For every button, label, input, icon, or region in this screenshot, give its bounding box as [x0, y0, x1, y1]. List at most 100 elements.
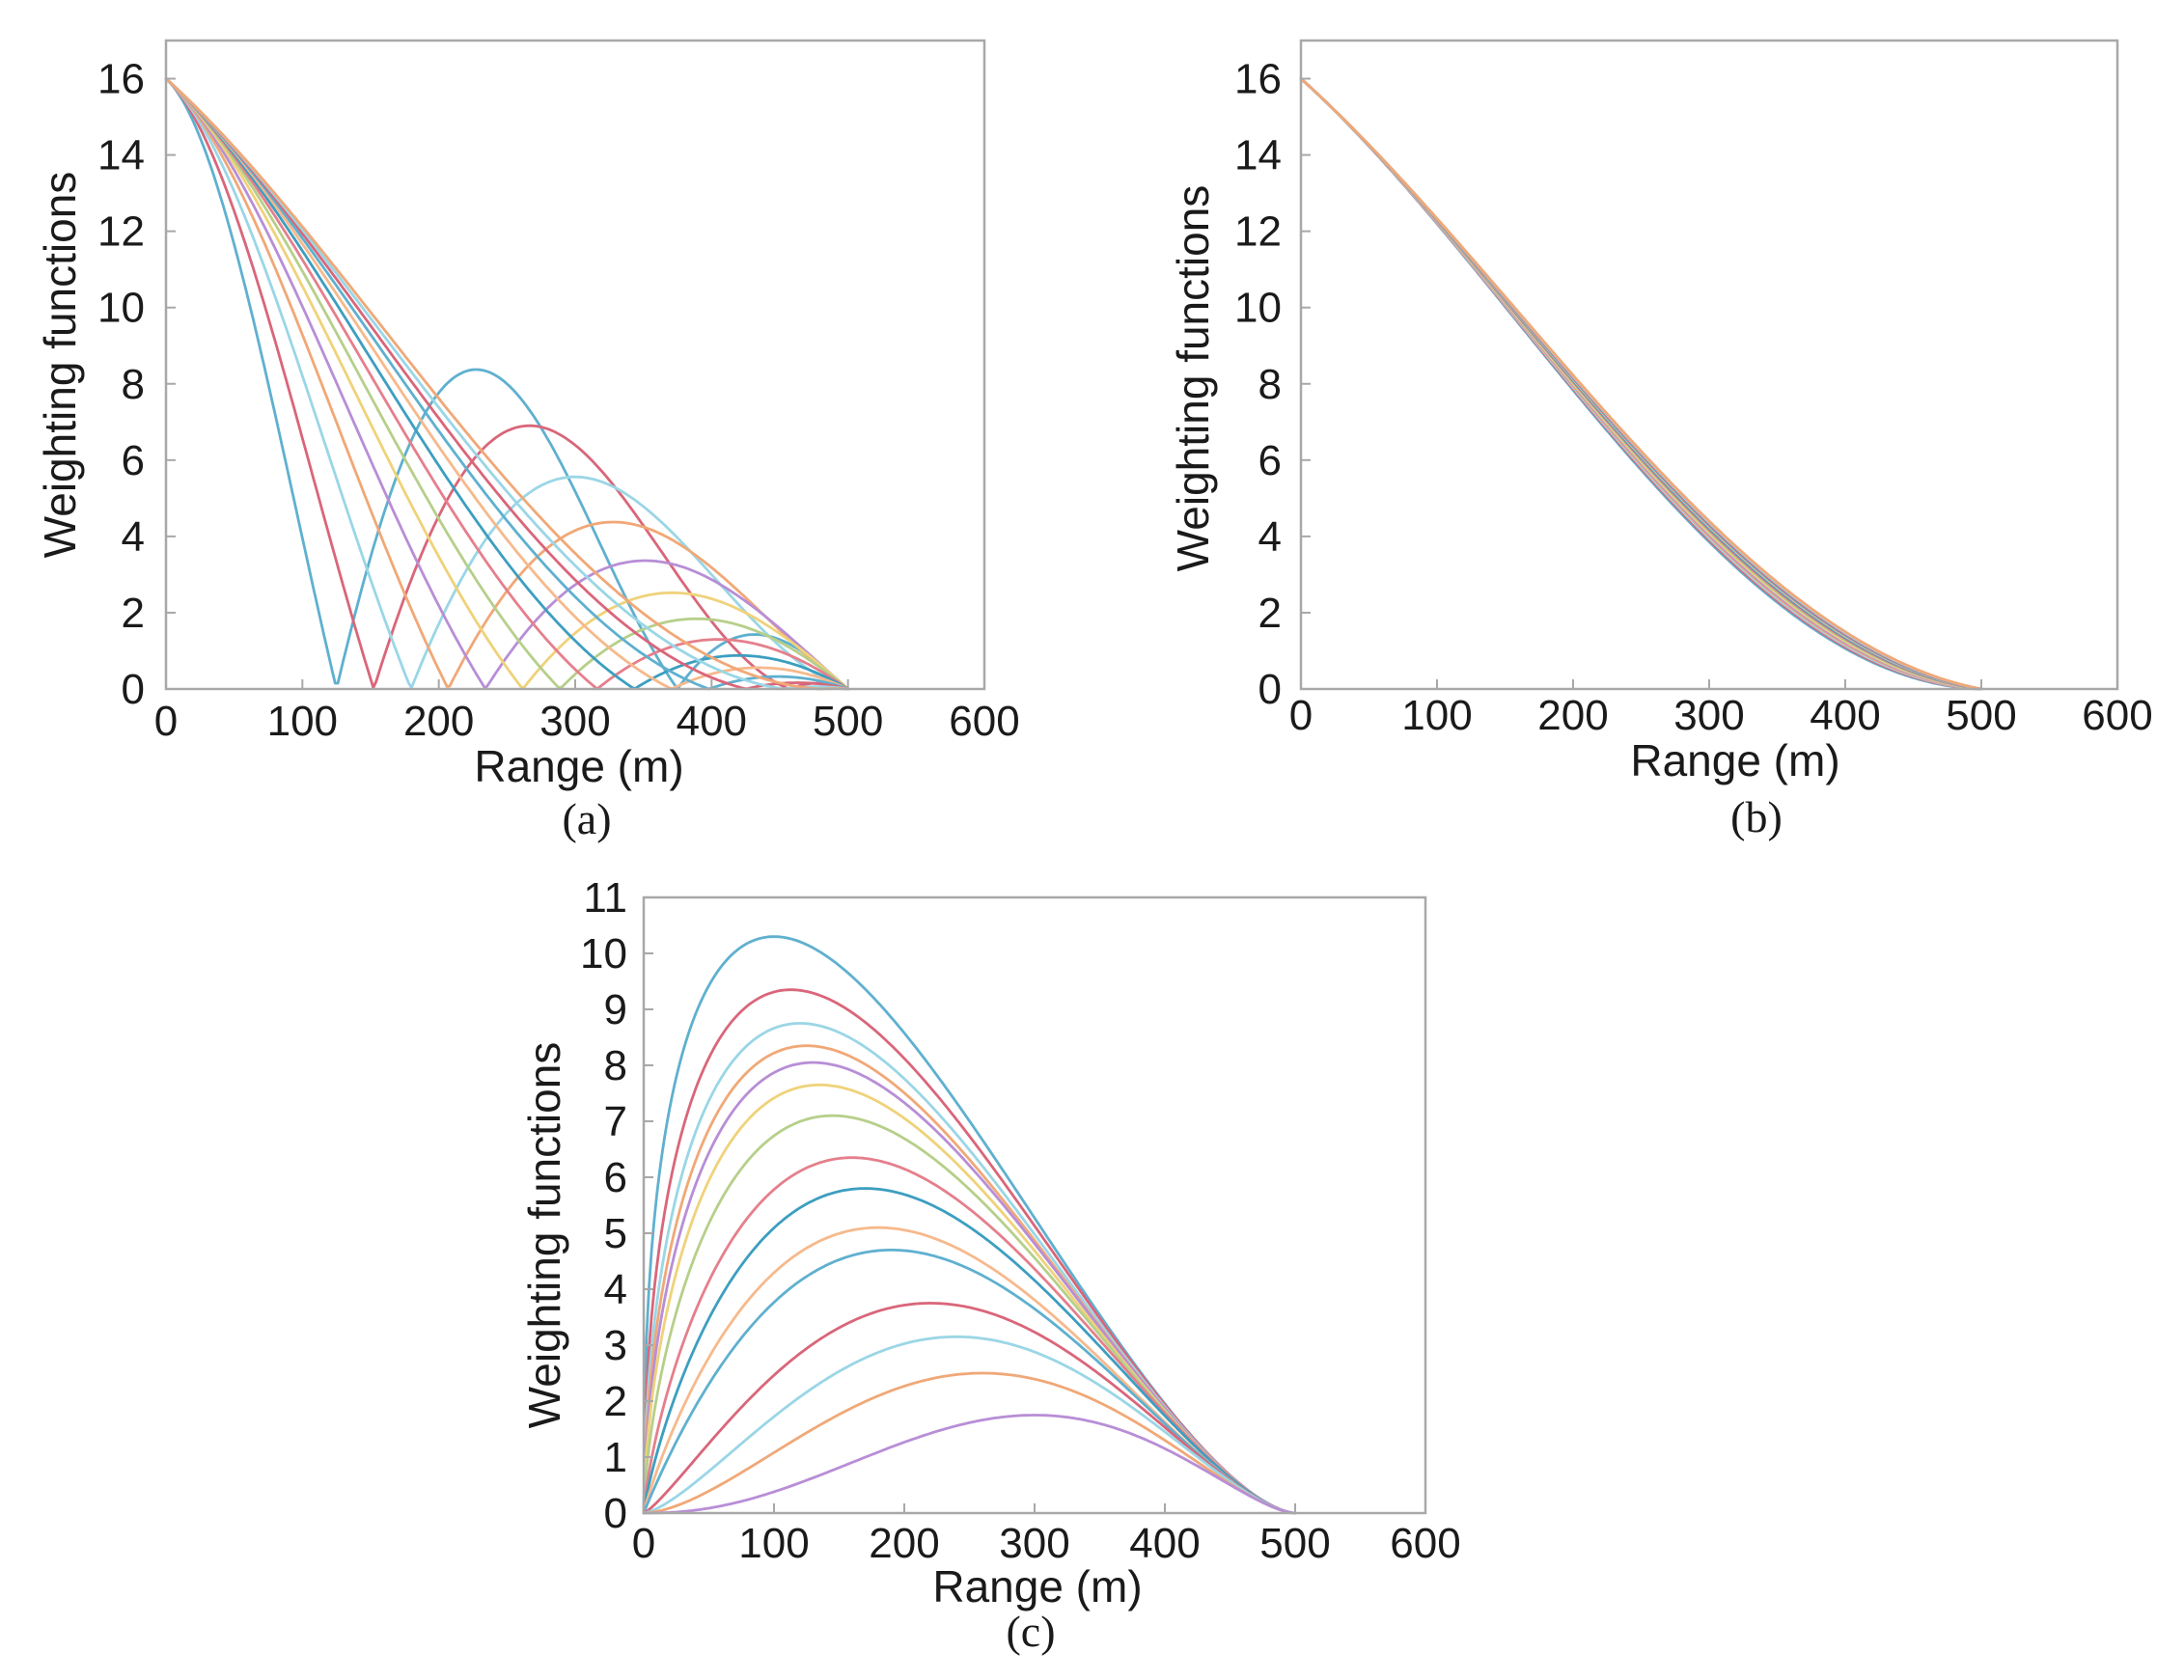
panel-b-series-w6 — [1299, 77, 1983, 691]
panel-b-xtick-label: 0 — [1289, 692, 1313, 739]
panel-a-xtick-label: 500 — [813, 698, 883, 745]
panel-a-xtick-label: 600 — [949, 698, 1019, 745]
panel-b-ytick-label: 8 — [1258, 361, 1282, 408]
panel-b-series-w1 — [1299, 77, 1983, 691]
panel-b-ytick-label: 0 — [1258, 666, 1282, 713]
panel-a-ytick-label: 2 — [122, 590, 145, 637]
panel-b-ticks: 0 100 200 300 400 500 600 0 2 4 6 8 10 12 14 16 — [1234, 56, 2153, 739]
panel-a-xlabel: Range (m) — [474, 741, 683, 791]
panel-a-xtick-label: 300 — [539, 698, 610, 745]
panel-a-ytick-label: 10 — [97, 285, 145, 332]
panel-a-ytick-label: 0 — [122, 666, 145, 713]
panel-c-ytick-label: 0 — [604, 1490, 627, 1537]
panel-b-ytick-label: 14 — [1234, 132, 1282, 179]
panel-b-xtick-label: 100 — [1401, 692, 1472, 739]
panel-c-caption: (c) — [1006, 1607, 1055, 1656]
panel-c-series-w15 — [642, 1414, 1297, 1515]
panel-c-ytick-label: 5 — [604, 1210, 627, 1257]
panel-c-ytick-label: 8 — [604, 1042, 627, 1089]
panel-c-ytick-label: 1 — [604, 1434, 627, 1481]
panel-b-xtick-label: 200 — [1537, 692, 1608, 739]
panel-b-xtick-label: 600 — [2082, 692, 2152, 739]
panel-a-series-w3 — [164, 77, 850, 691]
panel-a-ytick-label: 6 — [122, 437, 145, 484]
panel-a-ytick-label: 8 — [122, 361, 145, 408]
panel-c-xtick-label: 500 — [1259, 1520, 1330, 1567]
panel-b-plot-frame — [1299, 39, 2119, 691]
panel-a-plot-frame — [164, 39, 986, 691]
panel-b-series-w14 — [1299, 77, 1983, 691]
panel-c-ytick-label: 3 — [604, 1322, 627, 1369]
panel-b-series-w2 — [1299, 77, 1983, 691]
panel-b-curves — [1299, 77, 1983, 691]
panel-a: 0 100 200 300 400 500 600 0 2 4 6 8 10 12 14 16 Range (… — [35, 39, 1020, 843]
panel-c-xtick-label: 600 — [1390, 1520, 1460, 1567]
panel-a-xtick-label: 0 — [154, 698, 178, 745]
panel-c-series-w11 — [642, 1249, 1297, 1515]
panel-a-xtick-label: 200 — [403, 698, 474, 745]
panel-b-xtick-label: 300 — [1673, 692, 1744, 739]
panel-b-series-w13 — [1299, 77, 1983, 691]
panel-b-series-w9 — [1299, 77, 1983, 691]
panel-a-ytick-label: 16 — [97, 56, 145, 103]
panel-b-series-w3 — [1299, 77, 1983, 691]
panel-c-ytick-label: 9 — [604, 986, 627, 1033]
panel-b-series-w4 — [1299, 77, 1983, 691]
panel-c-xtick-label: 200 — [869, 1520, 939, 1567]
panel-a-series-w11 — [164, 77, 850, 691]
panel-a-caption: (a) — [562, 794, 611, 843]
panel-b-xtick-label: 400 — [1810, 692, 1880, 739]
panel-c-ylabel: Weighting functions — [519, 1042, 569, 1429]
panel-c-ytick-label: 2 — [604, 1378, 627, 1425]
panel-c-ytick-label: 4 — [604, 1266, 627, 1313]
panel-b-xtick-label: 500 — [1946, 692, 2016, 739]
panel-c-plot-frame — [642, 895, 1427, 1515]
panel-a-ylabel: Weighting functions — [35, 172, 85, 559]
panel-c-xlabel: Range (m) — [932, 1561, 1142, 1611]
panel-b-xlabel: Range (m) — [1630, 735, 1839, 785]
panel-b-series-w7 — [1299, 77, 1983, 691]
panel-c-series-w8 — [642, 1156, 1297, 1515]
panel-c-series-w2 — [642, 988, 1297, 1515]
panel-a-series-w1 — [164, 77, 850, 691]
panel-a-series-w8 — [164, 77, 850, 691]
panel-c-xtick-label: 100 — [738, 1520, 809, 1567]
panel-c-series-w13 — [642, 1335, 1297, 1515]
panel-c-series-w9 — [642, 1187, 1297, 1515]
panel-b-series-w8 — [1299, 77, 1983, 691]
panel-b-ylabel: Weighting functions — [1168, 185, 1218, 572]
panel-a-series-w2 — [164, 77, 850, 691]
panel-c-curves — [642, 935, 1297, 1515]
panel-c-series-w12 — [642, 1302, 1297, 1515]
panel-b-series-w11 — [1299, 77, 1983, 691]
panel-b-ytick-label: 10 — [1234, 285, 1282, 332]
panel-a-ticks: 0 100 200 300 400 500 600 0 2 4 6 8 10 12 14 16 — [97, 56, 1020, 745]
panel-a-xtick-label: 100 — [267, 698, 338, 745]
panel-a-ytick-label: 12 — [97, 208, 145, 256]
panel-b-series-w10 — [1299, 77, 1983, 691]
panel-c-ytick-label: 7 — [604, 1098, 627, 1145]
panel-b-ytick-label: 4 — [1258, 513, 1282, 561]
panel-c-ytick-label: 6 — [604, 1154, 627, 1201]
panel-b-caption: (b) — [1730, 792, 1783, 841]
panel-a-series-w12 — [164, 77, 850, 691]
panel-a-curves — [164, 77, 850, 691]
panel-c-ytick-label: 11 — [583, 874, 627, 922]
panel-c-xtick-label: 0 — [632, 1520, 655, 1567]
panel-c-series-w14 — [642, 1371, 1297, 1515]
panel-b-series-w5 — [1299, 77, 1983, 691]
panel-a-series-w14 — [164, 77, 850, 691]
panel-a-series-w6 — [164, 77, 850, 691]
panel-b-ytick-label: 16 — [1234, 56, 1282, 103]
panel-a-series-w5 — [164, 77, 850, 691]
panel-b-ytick-label: 12 — [1234, 208, 1282, 256]
panel-a-ytick-label: 4 — [122, 513, 145, 561]
panel-a-series-w13 — [164, 77, 850, 691]
panel-c-xtick-label: 300 — [999, 1520, 1069, 1567]
panel-a-series-w9 — [164, 77, 850, 691]
panel-b-series-w12 — [1299, 77, 1983, 691]
panel-b: 0 100 200 300 400 500 600 0 2 4 6 8 10 12 14 16 Range (… — [1168, 39, 2153, 841]
